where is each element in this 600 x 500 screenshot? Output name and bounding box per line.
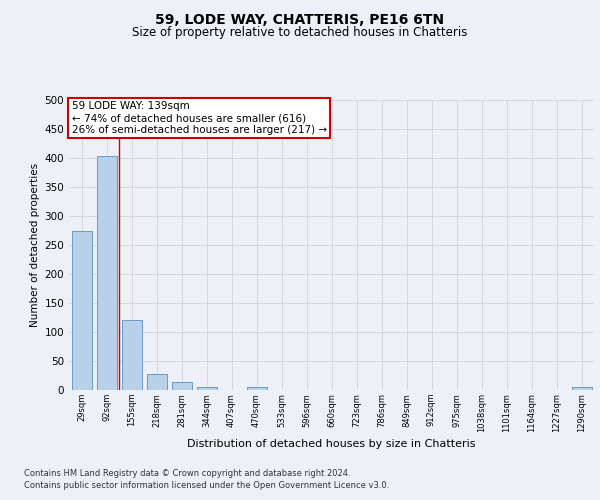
X-axis label: Distribution of detached houses by size in Chatteris: Distribution of detached houses by size … [187, 439, 476, 449]
Bar [71, 230, 91, 390]
Text: 59, LODE WAY, CHATTERIS, PE16 6TN: 59, LODE WAY, CHATTERIS, PE16 6TN [155, 12, 445, 26]
Text: Size of property relative to detached houses in Chatteris: Size of property relative to detached ho… [133, 26, 467, 39]
Text: Contains HM Land Registry data © Crown copyright and database right 2024.: Contains HM Land Registry data © Crown c… [24, 469, 350, 478]
Bar [121, 320, 142, 390]
Text: Contains public sector information licensed under the Open Government Licence v3: Contains public sector information licen… [24, 481, 389, 490]
Bar [146, 374, 167, 390]
Y-axis label: Number of detached properties: Number of detached properties [30, 163, 40, 327]
Bar [247, 387, 266, 390]
Bar [571, 387, 592, 390]
Text: 59 LODE WAY: 139sqm
← 74% of detached houses are smaller (616)
26% of semi-detac: 59 LODE WAY: 139sqm ← 74% of detached ho… [71, 102, 327, 134]
Bar [172, 382, 191, 390]
Bar [97, 156, 116, 390]
Bar [197, 387, 217, 390]
